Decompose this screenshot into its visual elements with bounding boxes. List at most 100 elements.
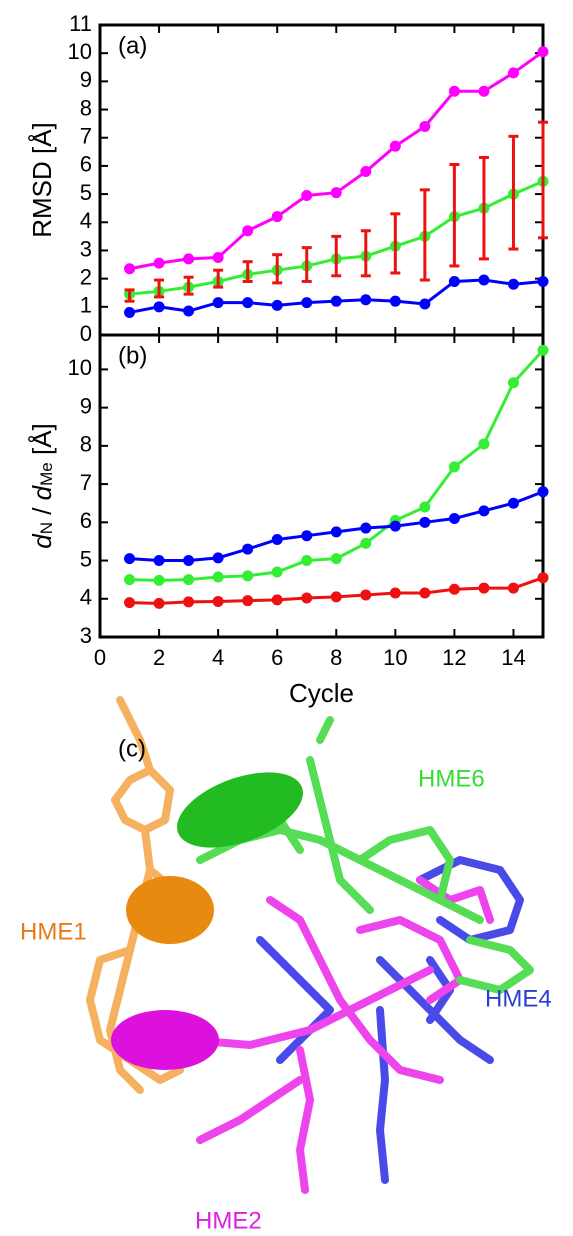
series-marker <box>183 306 194 317</box>
series-marker <box>213 552 224 563</box>
y-tick-label: 5 <box>80 546 92 571</box>
series-marker <box>390 588 401 599</box>
series-marker <box>124 263 135 274</box>
y-tick-label: 7 <box>80 124 92 149</box>
series-marker <box>331 591 342 602</box>
y-axis-label-part: N <box>37 522 56 534</box>
y-tick-label: 8 <box>80 95 92 120</box>
y-tick-label: 4 <box>80 585 92 610</box>
series-marker <box>478 505 489 516</box>
series-marker <box>538 345 549 356</box>
hme6-sphere <box>167 757 313 862</box>
y-tick-label: 6 <box>80 152 92 177</box>
plot-frame <box>100 25 543 335</box>
panel-label: (a) <box>118 32 147 59</box>
series-marker <box>419 517 430 528</box>
y-tick-label: 9 <box>80 393 92 418</box>
series-marker <box>183 555 194 566</box>
y-tick-label: 0 <box>80 321 92 346</box>
panel-label: (b) <box>118 342 147 369</box>
y-tick-label: 7 <box>80 470 92 495</box>
series-marker <box>508 67 519 78</box>
hme6-sticks <box>200 720 530 990</box>
y-axis-label: dN / dMe [Å] <box>27 423 57 549</box>
series-line <box>130 492 543 561</box>
series-marker <box>360 589 371 600</box>
molecule-label: HME2 <box>195 1207 262 1234</box>
series-marker <box>213 252 224 263</box>
x-axis-label: Cycle <box>289 678 354 708</box>
y-axis-label-part: [Å] <box>27 423 57 462</box>
hme2-sphere <box>111 1010 219 1070</box>
y-tick-label: 4 <box>80 208 92 233</box>
series-marker <box>419 588 430 599</box>
series-marker <box>183 596 194 607</box>
series-marker <box>419 121 430 132</box>
series-marker <box>301 555 312 566</box>
series-marker <box>301 530 312 541</box>
series-marker <box>301 593 312 604</box>
series-marker <box>272 534 283 545</box>
y-tick-label: 11 <box>69 11 92 36</box>
hme4-sticks <box>260 860 520 1180</box>
series-marker <box>272 567 283 578</box>
series-marker <box>449 584 460 595</box>
series-marker <box>508 279 519 290</box>
series-marker <box>124 307 135 318</box>
y-axis-label-part: / <box>27 500 57 522</box>
series-marker <box>331 296 342 307</box>
series-marker <box>360 538 371 549</box>
series-marker <box>538 276 549 287</box>
series-marker <box>419 299 430 310</box>
series-marker <box>449 86 460 97</box>
series-marker <box>154 598 165 609</box>
series-marker <box>213 571 224 582</box>
series-marker <box>242 225 253 236</box>
series-marker <box>242 570 253 581</box>
y-tick-label: 5 <box>80 180 92 205</box>
y-tick-label: 3 <box>80 623 92 648</box>
x-tick-label: 8 <box>330 645 342 670</box>
series-marker <box>213 297 224 308</box>
series-marker <box>124 574 135 585</box>
x-tick-label: 6 <box>271 645 283 670</box>
series-marker <box>242 595 253 606</box>
series-marker <box>183 253 194 264</box>
series-marker <box>538 486 549 497</box>
series-marker <box>331 553 342 564</box>
molecule-label: HME6 <box>418 765 485 792</box>
series-marker <box>242 297 253 308</box>
panel-label: (c) <box>118 735 146 762</box>
series-marker <box>449 513 460 524</box>
series-marker <box>331 187 342 198</box>
series-marker <box>360 523 371 534</box>
series-marker <box>538 572 549 583</box>
series-marker <box>301 297 312 308</box>
y-axis-label-part: Me <box>37 462 56 486</box>
series-marker <box>360 294 371 305</box>
series-marker <box>154 575 165 586</box>
y-tick-label: 6 <box>80 508 92 533</box>
series-marker <box>272 300 283 311</box>
x-tick-label: 12 <box>442 645 466 670</box>
y-tick-label: 1 <box>80 293 92 318</box>
x-tick-label: 0 <box>94 645 106 670</box>
series-marker <box>419 502 430 513</box>
series-marker <box>538 46 549 57</box>
series-marker <box>183 574 194 585</box>
y-tick-label: 10 <box>68 355 92 380</box>
series-marker <box>478 86 489 97</box>
series-marker <box>478 583 489 594</box>
x-tick-label: 4 <box>212 645 224 670</box>
molecule-label: HME1 <box>20 918 87 945</box>
series-marker <box>154 555 165 566</box>
series-marker <box>213 596 224 607</box>
y-tick-label: 9 <box>80 67 92 92</box>
series-marker <box>449 461 460 472</box>
series-marker <box>390 521 401 532</box>
molecule-label: HME4 <box>485 985 552 1012</box>
series-marker <box>390 296 401 307</box>
series-marker <box>331 526 342 537</box>
series-marker <box>390 141 401 152</box>
series-marker <box>478 438 489 449</box>
